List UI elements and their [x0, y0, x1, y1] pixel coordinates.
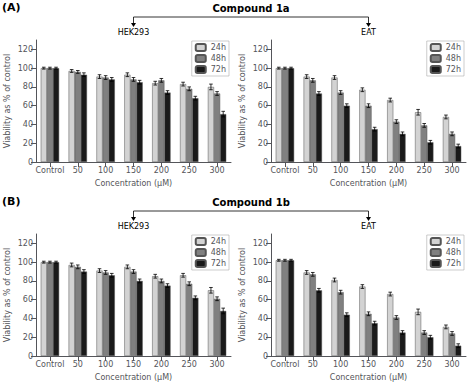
svg-text:100: 100: [18, 64, 33, 73]
svg-text:Compound 1b: Compound 1b: [212, 197, 290, 208]
svg-text:HEK293: HEK293: [118, 222, 150, 231]
svg-text:72h: 72h: [446, 259, 461, 268]
svg-text:150: 150: [361, 166, 376, 175]
svg-text:0: 0: [263, 158, 268, 167]
svg-text:20: 20: [258, 139, 268, 148]
svg-text:72h: 72h: [446, 65, 461, 74]
svg-text:60: 60: [258, 295, 268, 304]
svg-text:150: 150: [126, 360, 141, 369]
svg-text:40: 40: [258, 120, 268, 129]
svg-text:(A): (A): [2, 1, 21, 14]
svg-text:120: 120: [253, 239, 268, 248]
svg-text:50: 50: [73, 360, 83, 369]
svg-text:24h: 24h: [446, 43, 461, 52]
svg-text:60: 60: [23, 101, 33, 110]
svg-text:Concentration (μM): Concentration (μM): [95, 373, 172, 382]
svg-text:48h: 48h: [446, 248, 461, 257]
svg-text:100: 100: [18, 258, 33, 267]
svg-text:60: 60: [258, 101, 268, 110]
svg-text:80: 80: [23, 276, 33, 285]
svg-text:48h: 48h: [211, 248, 226, 257]
svg-text:120: 120: [18, 45, 33, 54]
svg-text:60: 60: [23, 295, 33, 304]
svg-text:150: 150: [126, 166, 141, 175]
svg-text:20: 20: [258, 333, 268, 342]
svg-text:EAT: EAT: [361, 28, 376, 37]
svg-text:80: 80: [258, 82, 268, 91]
svg-text:100: 100: [253, 258, 268, 267]
svg-text:24h: 24h: [211, 43, 226, 52]
svg-text:Viability as % of control: Viability as % of control: [3, 248, 12, 342]
svg-text:50: 50: [308, 166, 318, 175]
svg-text:(B): (B): [2, 195, 20, 208]
svg-text:100: 100: [98, 360, 113, 369]
svg-text:250: 250: [182, 166, 197, 175]
svg-text:0: 0: [28, 352, 33, 361]
svg-text:100: 100: [333, 166, 348, 175]
svg-text:24h: 24h: [211, 237, 226, 246]
svg-text:Compound 1a: Compound 1a: [212, 3, 289, 14]
svg-text:120: 120: [253, 45, 268, 54]
svg-text:300: 300: [444, 166, 459, 175]
svg-text:40: 40: [258, 314, 268, 323]
svg-text:100: 100: [253, 64, 268, 73]
svg-text:300: 300: [209, 360, 224, 369]
svg-text:150: 150: [361, 360, 376, 369]
svg-text:0: 0: [263, 352, 268, 361]
svg-text:50: 50: [308, 360, 318, 369]
svg-text:24h: 24h: [446, 237, 461, 246]
svg-text:72h: 72h: [211, 259, 226, 268]
svg-text:Control: Control: [270, 166, 299, 175]
svg-text:Viability as % of control: Viability as % of control: [3, 54, 12, 148]
svg-text:50: 50: [73, 166, 83, 175]
svg-text:300: 300: [209, 166, 224, 175]
svg-text:80: 80: [258, 276, 268, 285]
svg-text:48h: 48h: [446, 54, 461, 63]
svg-text:Control: Control: [35, 166, 64, 175]
svg-text:72h: 72h: [211, 65, 226, 74]
svg-text:40: 40: [23, 120, 33, 129]
svg-text:Concentration (μM): Concentration (μM): [330, 179, 407, 188]
svg-text:40: 40: [23, 314, 33, 323]
svg-text:300: 300: [444, 360, 459, 369]
svg-text:Viability as % of control: Viability as % of control: [238, 248, 247, 342]
svg-text:Control: Control: [35, 360, 64, 369]
svg-text:250: 250: [417, 360, 432, 369]
svg-text:200: 200: [154, 166, 169, 175]
svg-text:100: 100: [333, 360, 348, 369]
svg-text:Control: Control: [270, 360, 299, 369]
svg-text:120: 120: [18, 239, 33, 248]
svg-text:20: 20: [23, 139, 33, 148]
svg-text:Concentration (μM): Concentration (μM): [95, 179, 172, 188]
svg-text:200: 200: [154, 360, 169, 369]
svg-text:100: 100: [98, 166, 113, 175]
svg-text:250: 250: [182, 360, 197, 369]
svg-text:200: 200: [389, 360, 404, 369]
svg-text:Viability as % of control: Viability as % of control: [238, 54, 247, 148]
svg-text:250: 250: [417, 166, 432, 175]
svg-text:0: 0: [28, 158, 33, 167]
svg-text:20: 20: [23, 333, 33, 342]
svg-text:HEK293: HEK293: [118, 28, 150, 37]
svg-text:200: 200: [389, 166, 404, 175]
svg-text:80: 80: [23, 82, 33, 91]
svg-text:48h: 48h: [211, 54, 226, 63]
svg-text:EAT: EAT: [361, 222, 376, 231]
svg-text:Concentration (μM): Concentration (μM): [330, 373, 407, 382]
